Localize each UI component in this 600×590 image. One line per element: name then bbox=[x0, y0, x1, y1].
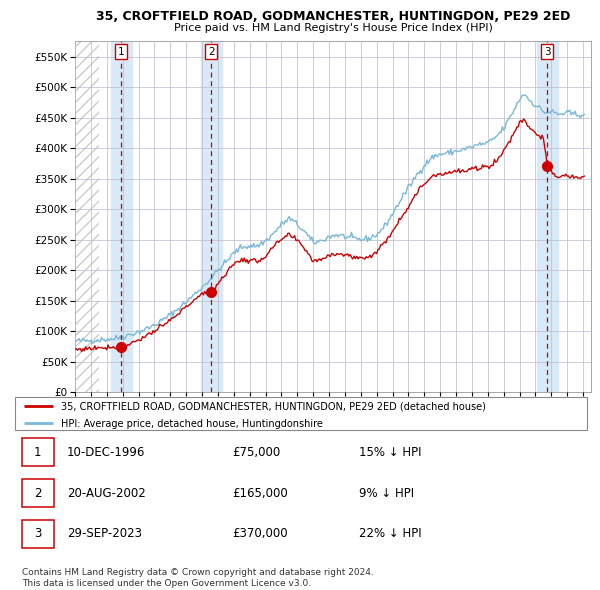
Text: 9% ↓ HPI: 9% ↓ HPI bbox=[359, 487, 415, 500]
Text: 2: 2 bbox=[208, 47, 215, 57]
Text: 22% ↓ HPI: 22% ↓ HPI bbox=[359, 527, 422, 540]
Text: 29-SEP-2023: 29-SEP-2023 bbox=[67, 527, 142, 540]
Text: 20-AUG-2002: 20-AUG-2002 bbox=[67, 487, 146, 500]
Text: 1: 1 bbox=[118, 47, 125, 57]
Text: 10-DEC-1996: 10-DEC-1996 bbox=[67, 446, 145, 459]
Text: 15% ↓ HPI: 15% ↓ HPI bbox=[359, 446, 422, 459]
FancyBboxPatch shape bbox=[22, 438, 53, 467]
Text: £75,000: £75,000 bbox=[232, 446, 280, 459]
FancyBboxPatch shape bbox=[15, 398, 587, 431]
Text: 3: 3 bbox=[544, 47, 551, 57]
FancyBboxPatch shape bbox=[22, 479, 53, 507]
Bar bbox=[111, 41, 131, 392]
Bar bbox=[201, 41, 221, 392]
Text: £370,000: £370,000 bbox=[232, 527, 287, 540]
Text: Contains HM Land Registry data © Crown copyright and database right 2024.: Contains HM Land Registry data © Crown c… bbox=[22, 568, 374, 576]
Bar bbox=[75, 41, 99, 392]
Text: This data is licensed under the Open Government Licence v3.0.: This data is licensed under the Open Gov… bbox=[22, 579, 311, 588]
Bar bbox=[537, 41, 557, 392]
Text: 3: 3 bbox=[34, 527, 41, 540]
FancyBboxPatch shape bbox=[22, 520, 53, 548]
Text: £165,000: £165,000 bbox=[232, 487, 288, 500]
Text: HPI: Average price, detached house, Huntingdonshire: HPI: Average price, detached house, Hunt… bbox=[61, 419, 323, 429]
Text: 35, CROFTFIELD ROAD, GODMANCHESTER, HUNTINGDON, PE29 2ED (detached house): 35, CROFTFIELD ROAD, GODMANCHESTER, HUNT… bbox=[61, 401, 486, 411]
Text: Price paid vs. HM Land Registry's House Price Index (HPI): Price paid vs. HM Land Registry's House … bbox=[173, 24, 493, 33]
Text: 2: 2 bbox=[34, 487, 41, 500]
Text: 1: 1 bbox=[34, 446, 41, 459]
Text: 35, CROFTFIELD ROAD, GODMANCHESTER, HUNTINGDON, PE29 2ED: 35, CROFTFIELD ROAD, GODMANCHESTER, HUNT… bbox=[96, 10, 570, 23]
